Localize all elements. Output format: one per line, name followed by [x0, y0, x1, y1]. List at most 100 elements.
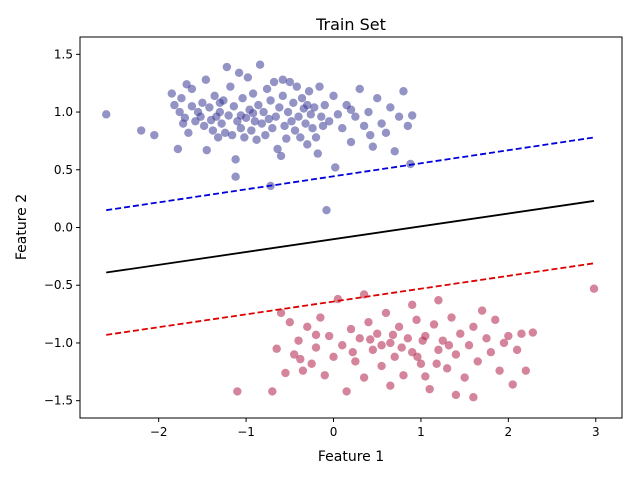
data-point-s1-13 — [320, 371, 329, 380]
data-point-s0-49 — [254, 100, 263, 110]
data-point-s0-84 — [313, 149, 322, 158]
data-point-s1-27 — [381, 308, 391, 318]
data-point-s1-72 — [397, 343, 406, 352]
data-point-s1-61 — [589, 284, 599, 293]
data-point-s0-53 — [261, 130, 270, 140]
data-point-s0-22 — [208, 126, 218, 135]
y-tick-label-4: 0.5 — [54, 163, 73, 177]
data-point-s1-25 — [373, 329, 382, 338]
data-point-s0-18 — [201, 75, 211, 84]
data-point-s0-69 — [287, 117, 296, 126]
data-point-s0-20 — [205, 103, 214, 112]
data-point-s0-64 — [278, 91, 288, 101]
data-point-s0-9 — [180, 113, 190, 123]
data-point-s0-17 — [199, 121, 209, 131]
data-point-s1-47 — [469, 322, 478, 331]
data-point-s0-7 — [177, 93, 186, 103]
data-point-s1-56 — [508, 380, 517, 389]
data-point-s1-52 — [491, 315, 500, 325]
data-point-s1-70 — [348, 347, 357, 357]
data-point-s0-52 — [259, 107, 268, 117]
data-point-s0-105 — [386, 103, 395, 112]
data-point-s0-116 — [346, 105, 356, 114]
data-point-s0-108 — [399, 87, 408, 96]
data-point-s1-63 — [451, 390, 461, 400]
data-point-s1-54 — [499, 338, 509, 348]
data-point-s1-30 — [394, 322, 404, 331]
data-point-s0-117 — [366, 130, 375, 140]
data-point-s1-50 — [482, 334, 491, 343]
data-point-s1-48 — [473, 357, 482, 366]
data-point-s0-3 — [167, 89, 176, 98]
data-point-s0-11 — [184, 128, 193, 138]
data-point-s1-3 — [276, 308, 286, 318]
data-point-s0-99 — [359, 121, 369, 131]
data-point-s1-1 — [268, 387, 277, 396]
data-point-s1-79 — [296, 354, 305, 364]
data-point-s0-80 — [306, 110, 315, 119]
data-point-s0-81 — [308, 124, 317, 133]
data-point-s1-18 — [342, 387, 351, 396]
data-point-s0-103 — [377, 119, 386, 128]
data-point-s0-77 — [301, 119, 310, 128]
data-point-s1-16 — [333, 294, 343, 304]
data-point-s1-44 — [456, 329, 465, 338]
y-tick-label-3: 0.0 — [54, 221, 73, 235]
y-tick-label-2: −0.5 — [44, 278, 73, 292]
data-point-s1-15 — [329, 352, 338, 362]
data-point-s1-14 — [324, 331, 334, 341]
data-point-s0-38 — [234, 68, 244, 77]
data-point-s1-58 — [517, 329, 526, 338]
data-point-s0-83 — [311, 133, 321, 142]
data-point-s0-87 — [318, 121, 328, 131]
data-point-s0-67 — [283, 107, 293, 117]
data-point-s0-54 — [262, 84, 272, 94]
data-point-s1-77 — [413, 352, 422, 362]
data-point-s0-65 — [280, 121, 289, 131]
data-point-s0-15 — [196, 112, 205, 121]
chart-title: Train Set — [315, 15, 386, 34]
data-point-s1-37 — [425, 384, 434, 394]
data-point-s1-2 — [272, 344, 281, 353]
data-point-s0-23 — [210, 91, 219, 101]
y-tick-label-5: 1.0 — [54, 105, 73, 119]
data-point-s0-73 — [294, 112, 303, 121]
data-point-s0-96 — [346, 137, 356, 147]
data-point-s0-112 — [187, 84, 197, 94]
x-tick-label-5: 3 — [592, 425, 600, 439]
data-point-s0-39 — [236, 124, 246, 133]
x-axis-ticks: −2 −1 0 1 2 3 — [150, 418, 600, 439]
data-point-s0-92 — [331, 163, 340, 172]
data-point-s0-98 — [355, 84, 364, 94]
data-point-s1-35 — [416, 359, 426, 368]
data-point-s0-89 — [322, 205, 331, 215]
data-point-s0-85 — [315, 82, 324, 91]
data-point-s0-25 — [213, 133, 223, 142]
data-point-s1-17 — [338, 341, 347, 350]
data-point-s0-90 — [324, 117, 334, 126]
data-point-s1-78 — [432, 359, 441, 368]
data-point-s0-26 — [215, 107, 225, 117]
y-tick-label-1: −1.0 — [44, 336, 73, 350]
data-point-s0-119 — [236, 111, 246, 120]
data-point-s1-26 — [377, 361, 386, 371]
data-point-s1-64 — [469, 393, 478, 402]
data-point-s0-35 — [231, 155, 240, 164]
data-point-s0-94 — [338, 124, 347, 133]
data-point-s1-76 — [388, 330, 398, 340]
data-point-s0-55 — [264, 114, 274, 124]
data-point-s0-60 — [271, 112, 281, 121]
data-point-s1-39 — [434, 345, 443, 355]
data-point-s1-65 — [311, 330, 321, 340]
data-point-s0-41 — [240, 133, 249, 142]
data-point-s1-38 — [429, 320, 439, 329]
data-point-s0-61 — [273, 144, 282, 154]
data-point-s1-68 — [407, 300, 417, 310]
data-point-s0-104 — [381, 128, 391, 138]
data-point-s1-8 — [298, 366, 308, 375]
y-axis-label: Feature 2 — [14, 194, 30, 260]
data-point-s0-72 — [292, 82, 301, 91]
data-point-s1-29 — [390, 352, 399, 362]
